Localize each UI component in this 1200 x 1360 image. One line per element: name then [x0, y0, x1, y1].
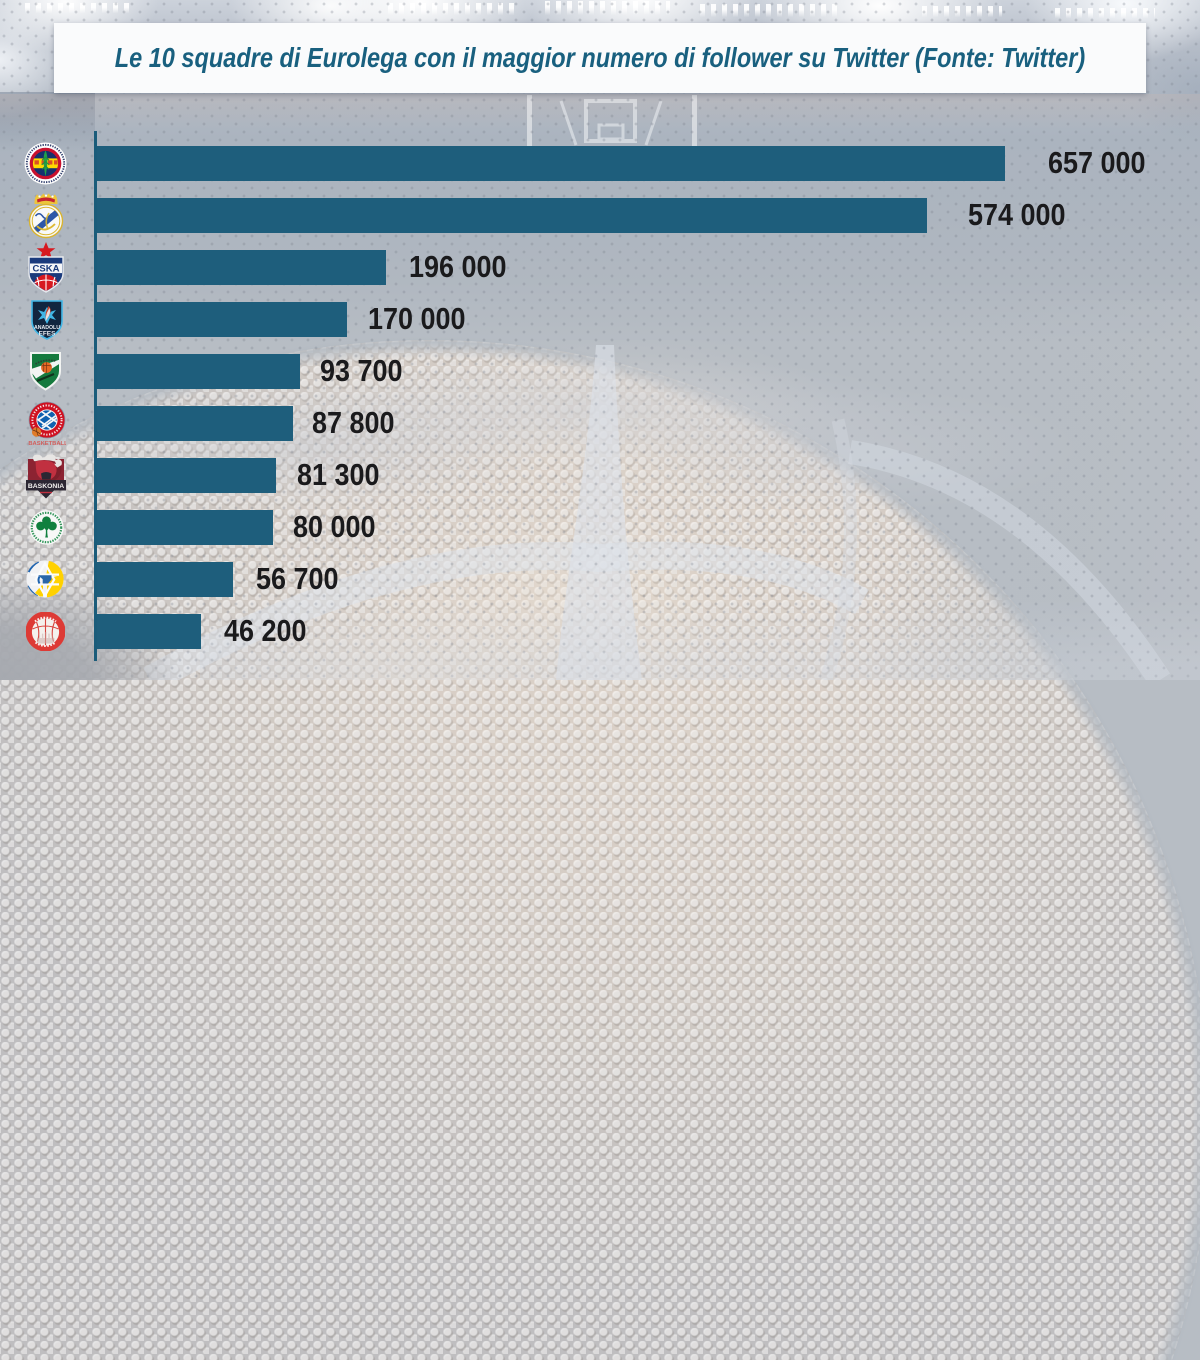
svg-text:ANADOLU: ANADOLU — [34, 325, 60, 331]
svg-text:BASKONIA: BASKONIA — [28, 483, 64, 490]
svg-text:BASKETBALL: BASKETBALL — [28, 441, 66, 446]
svg-text:EFES: EFES — [39, 331, 56, 338]
svg-text:CSKA: CSKA — [33, 263, 60, 274]
